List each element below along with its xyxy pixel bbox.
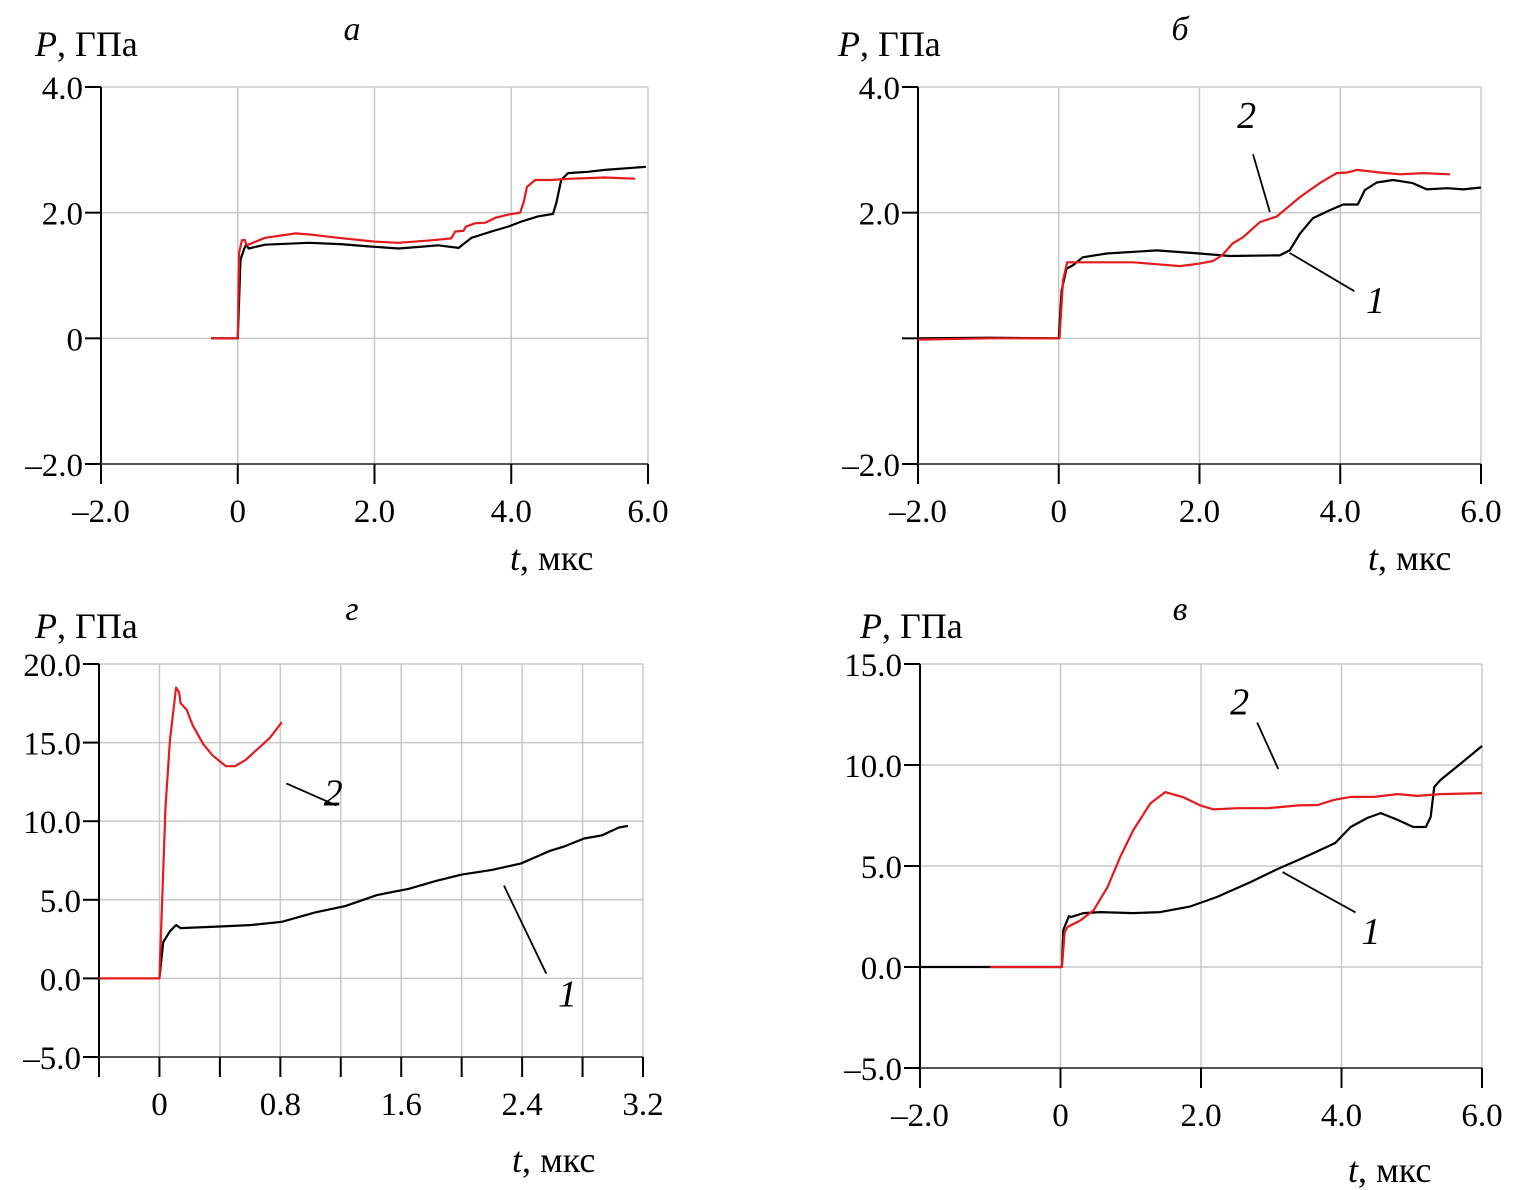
- y-tick-label: 0.0: [861, 951, 902, 987]
- x-tick-label: 0: [1052, 1098, 1069, 1134]
- y-axis-title: P, ГПа: [837, 24, 941, 64]
- y-tick-label: 5.0: [40, 884, 81, 920]
- x-tick-label: 2.0: [1179, 494, 1220, 530]
- panel-v: –5.0 0.0 5.0 10.0 15.0 –2.0 0 2.0 4.0 6.0 P, ГПа t,…: [843, 591, 1502, 1190]
- y-axis-title: P, ГПа: [34, 606, 138, 646]
- x-tick-label: 6.0: [1461, 1098, 1502, 1134]
- series-line-2: [990, 791, 1483, 969]
- curve-label-2: 2: [1237, 95, 1256, 137]
- y-tick-label: 0.0: [40, 962, 81, 998]
- series-line-2: [917, 168, 1451, 341]
- leader-line-1: [1282, 871, 1356, 914]
- y-tick-label: 2.0: [42, 197, 83, 233]
- y-tick-label: –5.0: [843, 1052, 902, 1088]
- y-axis-title: P, ГПа: [859, 606, 963, 646]
- panel-a: –2.0 0 2.0 4.0 –2.0 0 2.0 4.0 6.0 P, ГПа t, мкс а: [24, 11, 668, 578]
- leader-line-1: [503, 885, 548, 975]
- x-tick-label: 3.2: [622, 1087, 663, 1123]
- x-tick-label: 0: [230, 494, 247, 530]
- x-axis-title: t, мкс: [1368, 538, 1451, 578]
- panel-letter: а: [344, 11, 361, 48]
- curve-label-1: 1: [558, 974, 577, 1016]
- panel-b: –2.0 2.0 4.0 –2.0 0 2.0 4.0 6.0 P, ГПа t, мкс б 2 1: [837, 11, 1502, 578]
- series-line-1: [920, 745, 1483, 969]
- x-tick-label: –2.0: [71, 494, 130, 530]
- y-tick-label: 2.0: [859, 197, 900, 233]
- x-tick-label: 2.0: [1180, 1098, 1221, 1134]
- y-tick-label: –2.0: [841, 448, 900, 484]
- x-tick-label: 2.4: [501, 1087, 542, 1123]
- panel-letter: г: [345, 591, 358, 628]
- y-tick-label: 15.0: [844, 648, 902, 684]
- y-tick-label: –2.0: [24, 448, 83, 484]
- leader-line-2: [286, 782, 337, 807]
- series-line-2: [211, 176, 636, 340]
- series-line-2: [99, 686, 283, 980]
- series-line-1: [917, 178, 1482, 340]
- y-tick-label: 10.0: [844, 749, 902, 785]
- panel-letter: в: [1173, 591, 1188, 628]
- panel-g: –5.0 0.0 5.0 10.0 15.0 20.0 0 0.8 1.6 2.4 3.2 P, ГП…: [22, 591, 663, 1180]
- y-tick-label: 20.0: [23, 648, 81, 684]
- y-axis-title: P, ГПа: [34, 24, 138, 64]
- curve-label-2: 2: [1230, 682, 1249, 724]
- x-axis-title: t, мкс: [510, 538, 593, 578]
- y-tick-label: 4.0: [859, 71, 900, 107]
- leader-line-2: [1252, 153, 1271, 213]
- x-tick-label: –2.0: [888, 494, 947, 530]
- y-tick-label: 5.0: [861, 850, 902, 886]
- series-line-1: [211, 165, 646, 340]
- x-tick-label: 0: [1051, 494, 1068, 530]
- x-tick-label: 6.0: [1460, 494, 1501, 530]
- y-tick-label: 4.0: [42, 71, 83, 107]
- x-tick-label: 4.0: [1321, 1098, 1362, 1134]
- y-tick-label: 10.0: [23, 805, 81, 841]
- curve-label-2: 2: [324, 772, 343, 814]
- series-line-1: [158, 824, 629, 979]
- leader-line-2: [1256, 722, 1280, 770]
- x-axis-title: t, мкс: [512, 1140, 595, 1180]
- x-tick-label: 4.0: [1320, 494, 1361, 530]
- x-axis-title: t, мкс: [1348, 1150, 1431, 1190]
- x-tick-label: 0.8: [260, 1087, 301, 1123]
- curve-label-1: 1: [1366, 280, 1385, 322]
- x-tick-label: –2.0: [890, 1098, 949, 1134]
- y-tick-label: 15.0: [23, 727, 81, 763]
- x-tick-label: 2.0: [354, 494, 395, 530]
- curve-label-1: 1: [1362, 911, 1381, 953]
- leader-line-1: [1289, 252, 1355, 292]
- x-tick-label: 4.0: [491, 494, 532, 530]
- x-tick-label: 1.6: [381, 1087, 422, 1123]
- y-tick-label: 0: [67, 322, 84, 358]
- y-tick-label: –5.0: [22, 1041, 81, 1077]
- x-tick-label: 0: [151, 1087, 168, 1123]
- x-tick-label: 6.0: [627, 494, 668, 530]
- panel-letter: б: [1171, 11, 1190, 48]
